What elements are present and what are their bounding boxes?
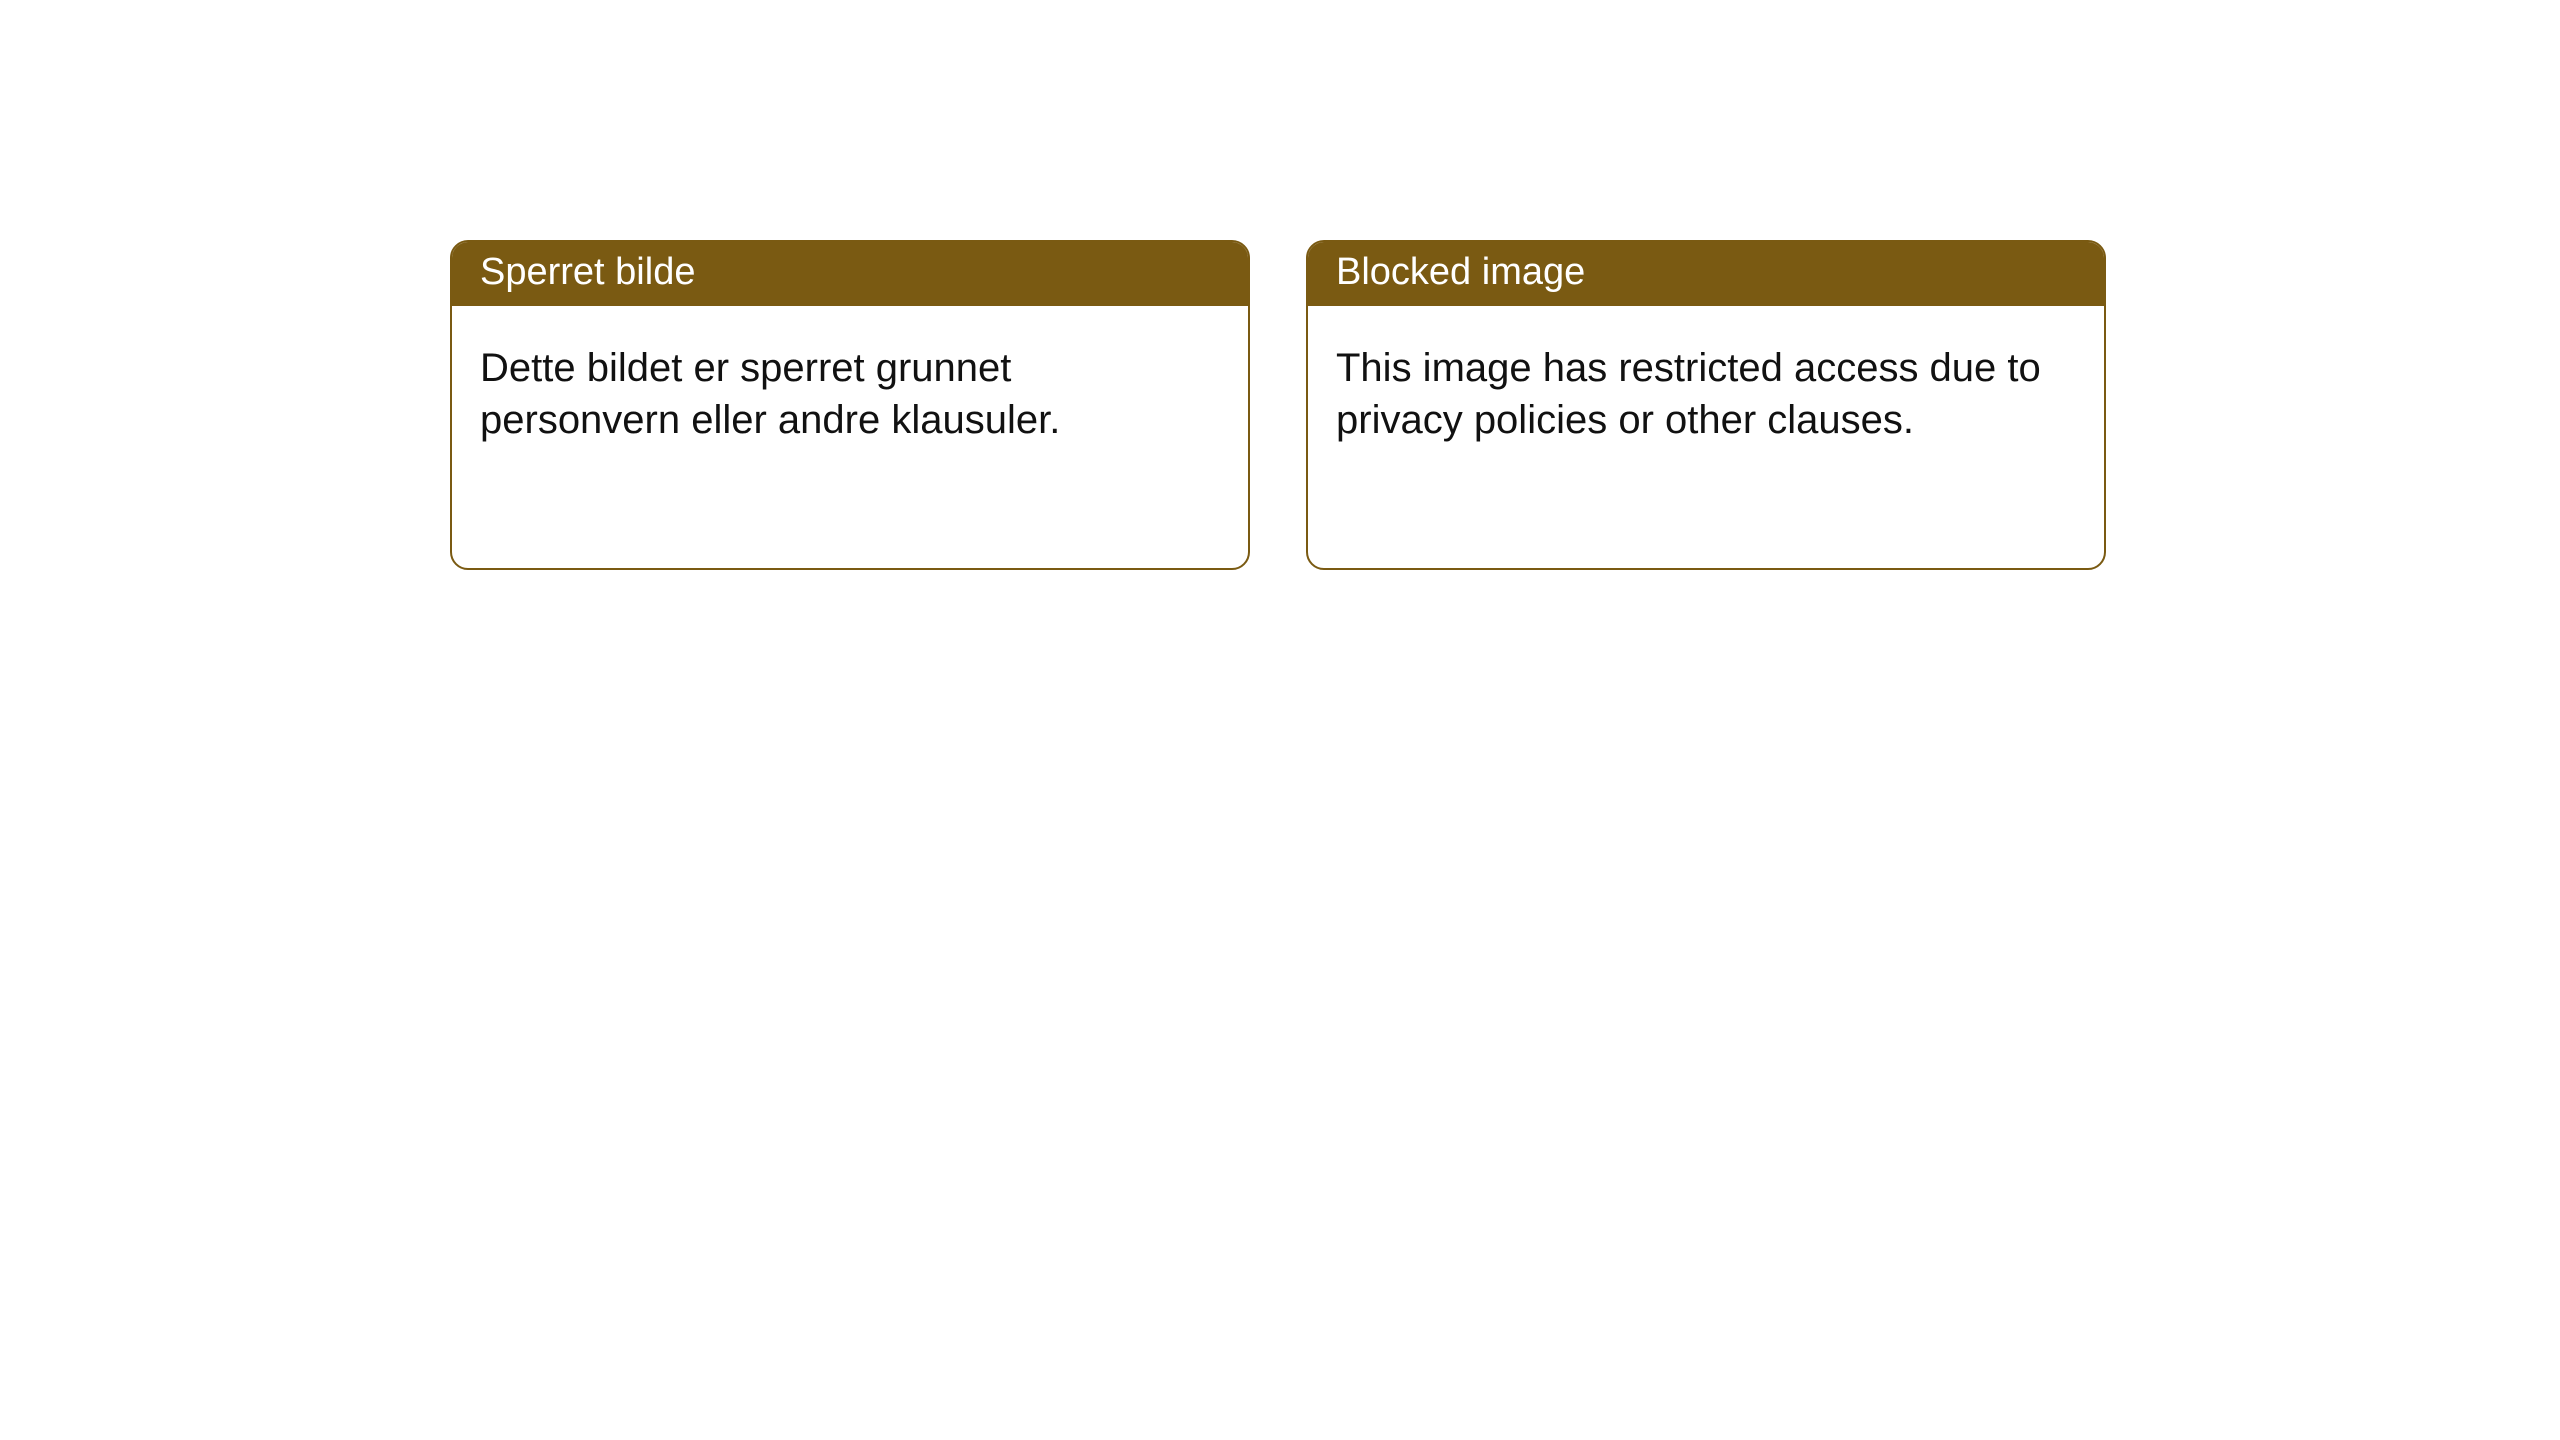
notice-card-body: This image has restricted access due to … [1308, 306, 2104, 470]
notice-card-english: Blocked image This image has restricted … [1306, 240, 2106, 570]
notice-card-title: Blocked image [1308, 242, 2104, 306]
notice-card-body: Dette bildet er sperret grunnet personve… [452, 306, 1248, 470]
notice-card-title: Sperret bilde [452, 242, 1248, 306]
notice-card-norwegian: Sperret bilde Dette bildet er sperret gr… [450, 240, 1250, 570]
notice-container: Sperret bilde Dette bildet er sperret gr… [0, 0, 2560, 570]
